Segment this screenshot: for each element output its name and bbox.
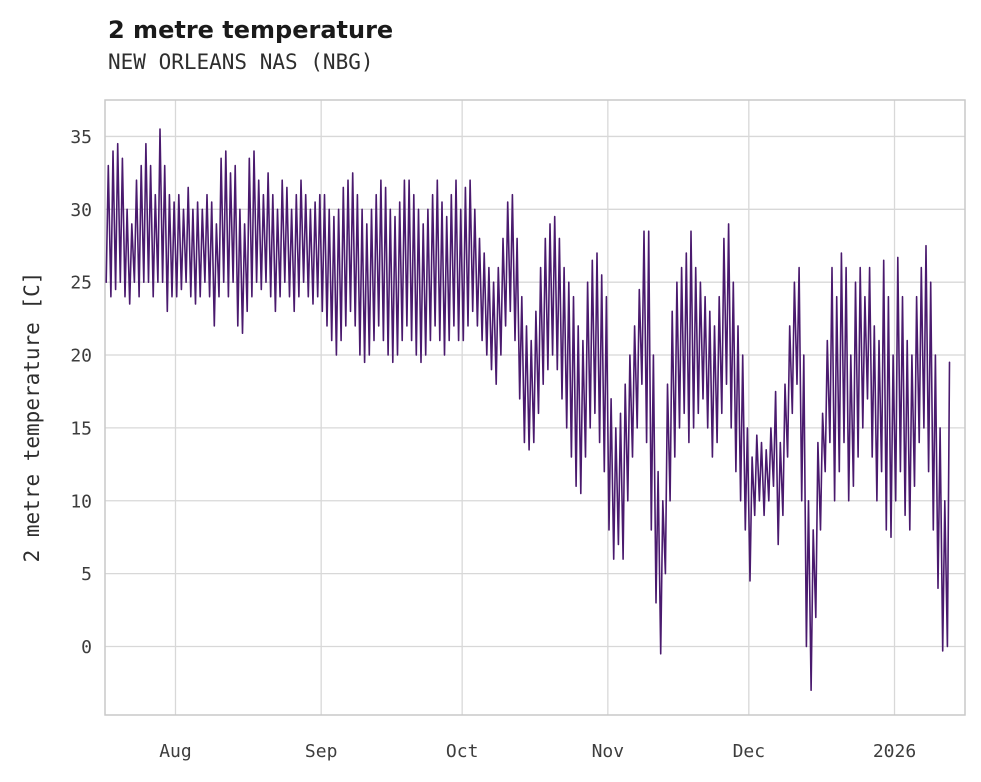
chart-subtitle: NEW ORLEANS NAS (NBG) bbox=[108, 50, 374, 74]
y-tick-label: 10 bbox=[70, 491, 92, 512]
x-tick-label: Oct bbox=[446, 741, 479, 762]
y-tick-label: 0 bbox=[81, 637, 92, 658]
y-tick-label: 5 bbox=[81, 564, 92, 585]
y-tick-label: 35 bbox=[70, 127, 92, 148]
y-tick-label: 25 bbox=[70, 273, 92, 294]
x-tick-label: 2026 bbox=[873, 741, 916, 762]
x-tick-label: Dec bbox=[733, 741, 766, 762]
y-tick-label: 20 bbox=[70, 346, 92, 367]
x-tick-label: Nov bbox=[592, 741, 625, 762]
chart-title: 2 metre temperature bbox=[108, 16, 394, 44]
x-tick-label: Aug bbox=[159, 741, 192, 762]
y-tick-label: 15 bbox=[70, 418, 92, 439]
x-tick-label: Sep bbox=[305, 741, 338, 762]
temperature-line bbox=[105, 128, 951, 691]
y-tick-label: 30 bbox=[70, 200, 92, 221]
plot-border bbox=[104, 99, 966, 716]
